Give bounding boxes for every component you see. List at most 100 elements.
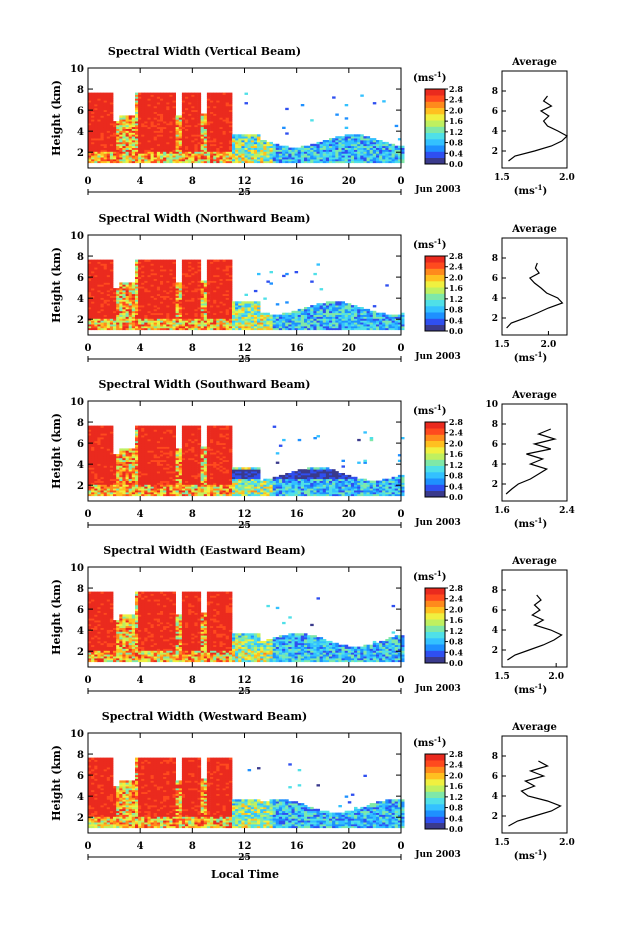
heatmap-cell	[181, 98, 186, 101]
heatmap-cell	[206, 130, 211, 133]
heatmap-cell	[103, 293, 108, 296]
heatmap-cell	[153, 278, 158, 281]
heatmap-cell	[106, 111, 111, 114]
heatmap-cell	[138, 122, 142, 126]
heatmap-cell	[241, 303, 245, 306]
heatmap-cell	[319, 155, 324, 158]
heatmap-cell	[141, 130, 145, 133]
heatmap-cell	[100, 136, 104, 139]
heatmap-cell	[372, 158, 377, 162]
heatmap-cell	[188, 289, 192, 293]
heatmap-cell	[316, 147, 320, 150]
heatmap-cell	[147, 98, 151, 101]
heatmap-cell	[188, 96, 192, 99]
heatmap-cell	[125, 157, 130, 160]
heatmap-cell	[144, 299, 148, 302]
heatmap-cell	[225, 316, 230, 319]
heatmap-cell	[153, 297, 158, 300]
heatmap-cell	[307, 308, 311, 312]
heatmap-cell	[100, 450, 104, 453]
heatmap-cell	[291, 310, 295, 314]
heatmap-cell	[191, 124, 195, 128]
heatmap-cell	[238, 314, 242, 317]
heatmap-cell	[119, 303, 123, 306]
heatmap-cell	[181, 269, 186, 272]
heatmap-cell	[203, 121, 208, 124]
heatmap-cell	[153, 303, 158, 306]
heatmap-cell	[153, 149, 158, 152]
heatmap-cell	[172, 98, 176, 101]
heatmap-cell	[322, 151, 327, 154]
heatmap-cell	[119, 124, 123, 128]
heatmap-cell	[97, 448, 101, 451]
heatmap-cell	[178, 158, 183, 162]
heatmap-cell	[250, 303, 255, 306]
heatmap-cell	[228, 153, 233, 156]
heatmap-cell	[150, 291, 155, 295]
heatmap-cell	[329, 138, 333, 141]
heatmap-cell	[144, 134, 148, 137]
heatmap-cell	[300, 322, 305, 325]
heatmap-cell	[235, 310, 239, 314]
heatmap-cell	[156, 301, 161, 304]
heatmap-cell	[147, 151, 151, 154]
heatmap-cell	[257, 147, 261, 150]
heatmap-cell	[181, 308, 186, 312]
heatmap-cell	[247, 140, 252, 143]
heatmap-cell	[119, 134, 123, 137]
heatmap-cell	[97, 433, 101, 436]
heatmap-cell	[141, 282, 145, 285]
heatmap-cell	[160, 295, 164, 298]
panel-1: Spectral Width (Northward Beam)246810Hei…	[50, 212, 568, 365]
heatmap-cell	[169, 126, 173, 129]
heatmap-cell	[228, 158, 233, 162]
heatmap-cell	[91, 96, 95, 99]
heatmap-cell	[94, 145, 98, 148]
heatmap-cell	[354, 157, 358, 160]
heatmap-cell	[181, 100, 186, 103]
heatmap-cell	[219, 267, 223, 270]
heatmap-cell	[97, 450, 101, 453]
heatmap-cell	[213, 104, 217, 107]
heatmap-cell	[338, 160, 342, 164]
heatmap-cell	[238, 307, 242, 310]
heatmap-cell	[194, 271, 198, 274]
heatmap-cell	[166, 324, 170, 327]
heatmap-cell	[222, 109, 227, 112]
heatmap-cell	[253, 307, 258, 310]
heatmap-cell	[282, 322, 286, 325]
heatmap-cell	[169, 96, 173, 99]
heatmap-cell	[94, 102, 98, 105]
heatmap-cell	[91, 469, 95, 472]
heatmap-cell	[91, 121, 95, 124]
heatmap-cell	[138, 291, 142, 295]
heatmap-cell	[100, 263, 104, 266]
heatmap-cell	[147, 271, 151, 274]
heatmap-cell	[169, 267, 173, 270]
heatmap-cell	[185, 143, 189, 147]
heatmap-cell	[219, 293, 223, 296]
heatmap-cell	[197, 261, 202, 264]
heatmap-cell	[222, 105, 227, 109]
heatmap-cell	[379, 157, 383, 160]
heatmap-cell	[206, 286, 211, 289]
heatmap-cell	[109, 113, 114, 116]
heatmap-cell	[244, 145, 248, 148]
heatmap-cell	[122, 160, 126, 164]
heatmap-cell	[379, 324, 383, 327]
heatmap-cell	[122, 289, 126, 293]
heatmap-cell	[144, 105, 148, 109]
heatmap-cell	[325, 153, 330, 156]
heatmap-cell	[294, 153, 299, 156]
heatmap-cell	[91, 295, 95, 298]
heatmap-cell	[94, 128, 98, 131]
heatmap-cell	[297, 308, 302, 312]
heatmap-cell	[166, 121, 170, 124]
heatmap-cell	[103, 104, 108, 107]
heatmap-cell	[225, 291, 230, 295]
heatmap-cell	[88, 461, 92, 464]
heatmap-cell	[329, 310, 333, 314]
heatmap-cell	[257, 134, 261, 137]
heatmap-cell	[106, 155, 111, 158]
heatmap-cell	[116, 289, 120, 293]
